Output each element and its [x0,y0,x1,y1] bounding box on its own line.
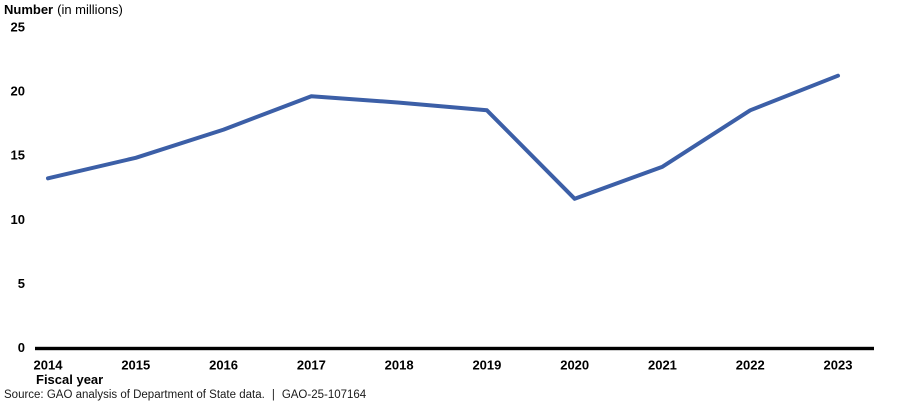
source-separator: | [271,389,275,401]
x-tick-label: 2014 [34,358,64,373]
source-text: Source: GAO analysis of Department of St… [4,389,265,401]
x-tick-label: 2022 [736,358,765,373]
y-axis-title-unit: (in millions) [57,2,123,17]
y-tick-label: 10 [11,212,25,227]
report-number: GAO-25-107164 [281,389,367,401]
y-axis-title: Number (in millions) [4,2,123,17]
x-tick-label: 2017 [297,358,326,373]
x-tick-label: 2016 [209,358,238,373]
y-axis-title-bold: Number [4,2,54,17]
source-note: Source: GAO analysis of Department of St… [4,389,366,401]
y-tick-label: 0 [18,340,25,355]
y-tick-label: 5 [18,276,25,291]
x-tick-label: 2019 [472,358,501,373]
y-tick-label: 25 [11,20,25,35]
x-tick-label: 2021 [648,358,677,373]
y-tick-label: 15 [11,148,25,163]
data-line-series [46,73,840,201]
x-axis-line [35,346,874,351]
x-tick-label: 2015 [121,358,150,373]
y-tick-label: 20 [11,84,25,99]
x-axis-title: Fiscal year [36,372,104,387]
x-tick-label: 2020 [560,358,589,373]
x-tick-label: 2018 [385,358,414,373]
x-tick-label: 2023 [824,358,853,373]
